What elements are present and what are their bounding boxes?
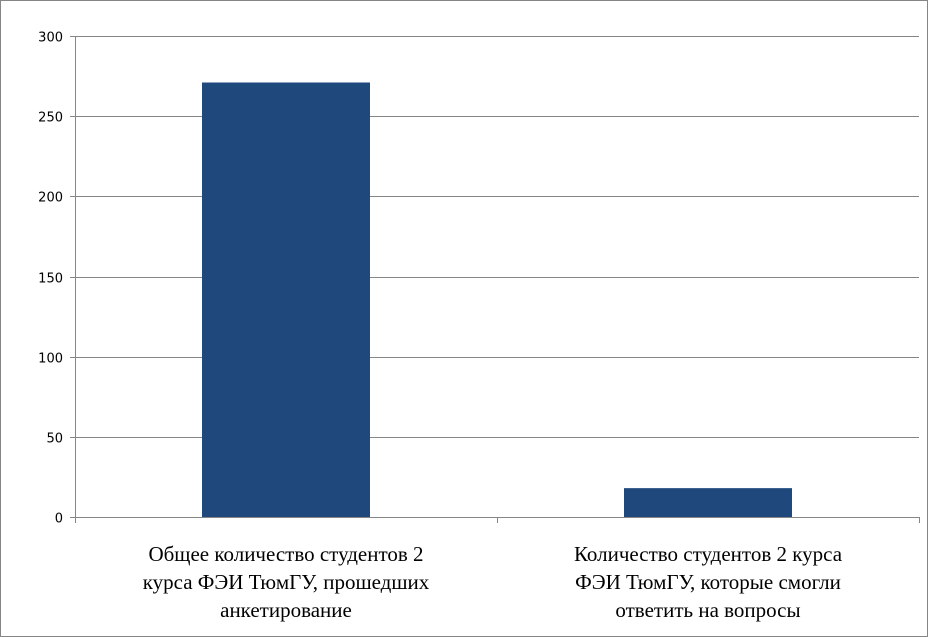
x-category-label-line: ФЭИ ТюмГУ, которые смогли — [575, 570, 841, 594]
y-tick-label: 100 — [38, 352, 63, 367]
x-category-labels: Общее количество студентов 2 курса ФЭИ Тю… — [143, 542, 843, 622]
y-tick-labels: 0 50 100 150 200 250 300 — [38, 31, 63, 527]
x-category-label: Общее количество студентов 2 курса ФЭИ Тю… — [143, 542, 430, 622]
y-tick-label: 250 — [38, 111, 63, 126]
x-category-label-line: курса ФЭИ ТюмГУ, прошедших — [143, 570, 430, 594]
x-category-label-line: Общее количество студентов 2 — [148, 542, 423, 566]
y-tick-label: 50 — [46, 432, 63, 447]
bar — [624, 488, 792, 517]
bar — [202, 82, 370, 517]
y-tick-label: 200 — [38, 191, 63, 206]
axes — [70, 36, 920, 523]
x-category-label-line: ответить на вопросы — [615, 598, 800, 622]
y-tick-label: 150 — [38, 272, 63, 287]
x-category-label: Количество студентов 2 курса ФЭИ ТюмГУ, к… — [574, 542, 843, 622]
x-category-label-line: анкетирование — [220, 598, 352, 622]
y-tick-label: 300 — [38, 31, 63, 46]
x-category-label-line: Количество студентов 2 курса — [574, 542, 843, 566]
bars — [202, 82, 792, 517]
gridlines — [75, 36, 919, 438]
y-tick-label: 0 — [55, 512, 63, 527]
